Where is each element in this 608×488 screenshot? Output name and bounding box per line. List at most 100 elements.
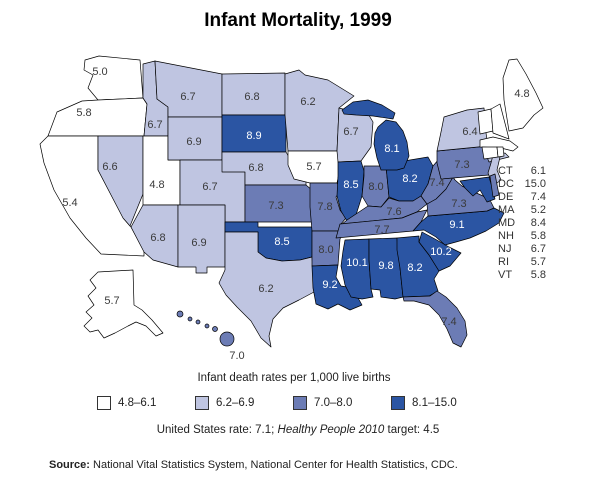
legend-swatch [391, 396, 405, 410]
state-value-label-AK: 5.7 [104, 295, 119, 307]
state-value-label-NC: 9.1 [449, 219, 464, 231]
island-shape-HI [195, 319, 201, 325]
side-list-abbr: NJ [498, 243, 512, 255]
state-shape-NH [490, 103, 510, 140]
state-value-label-OR: 5.8 [76, 107, 91, 119]
state-value-label-MN: 6.2 [300, 96, 315, 108]
island-shape-HI [176, 310, 184, 318]
state-value-label-MS: 10.1 [346, 257, 367, 269]
figure-title: Infant Mortality, 1999 [204, 10, 392, 31]
state-shape-VT [477, 108, 494, 135]
source-text: National Vital Statistics System, Nation… [89, 459, 458, 471]
state-value-label-UT: 4.8 [149, 179, 164, 191]
side-list-value: 5.7 [530, 256, 546, 268]
state-value-label-ID: 6.7 [147, 119, 162, 131]
side-list-value: 5.2 [530, 204, 546, 216]
side-list-value: 5.8 [530, 269, 546, 281]
side-list-abbr: MD [498, 217, 516, 229]
state-value-label-AZ: 6.8 [150, 232, 165, 244]
footnote-italic-title: Healthy People 2010 [277, 424, 385, 436]
island-shape-HI [187, 316, 193, 322]
state-value-label-IL: 8.5 [343, 179, 358, 191]
state-shape-MN [284, 69, 355, 152]
state-value-label-LA: 9.2 [322, 279, 337, 291]
state-shape-MI [341, 99, 396, 120]
state-shape-RI [496, 146, 505, 158]
state-value-label-TX: 6.2 [258, 283, 273, 295]
state-shape-MI [373, 119, 410, 171]
state-shape-DE [489, 173, 500, 198]
side-list-abbr: VT [498, 269, 513, 281]
state-shape-WA [83, 55, 144, 101]
state-shape-MD [459, 176, 496, 203]
state-value-label-WI: 6.7 [343, 126, 358, 138]
rates-footnote: United States rate: 7.1; Healthy People … [0, 424, 596, 436]
state-shape-NC [412, 207, 505, 246]
side-list-abbr: DE [498, 191, 514, 203]
legend-swatch [195, 396, 209, 410]
state-value-label-ME: 4.8 [514, 88, 529, 100]
source-line: Source: National Vital Statistics System… [49, 459, 458, 471]
side-list-value: 7.4 [530, 191, 546, 203]
state-value-label-IA: 5.7 [306, 161, 321, 173]
state-value-label-MO: 7.8 [317, 201, 332, 213]
state-value-label-HI: 7.0 [229, 350, 244, 362]
legend-label: 7.0–8.0 [314, 397, 353, 409]
state-value-label-GA: 8.2 [407, 262, 422, 274]
side-list-abbr: RI [498, 256, 509, 268]
state-shape-TX [218, 231, 315, 348]
side-list-value: 6.7 [530, 243, 546, 255]
footnote-suffix: target: 4.5 [384, 424, 440, 436]
state-value-label-NM: 6.9 [191, 237, 206, 249]
state-shape-LA [311, 264, 363, 311]
island-shape-HI [219, 331, 235, 347]
side-list-abbr: CT [498, 165, 513, 177]
state-value-label-NV: 6.6 [102, 161, 117, 173]
state-shape-CT [481, 146, 499, 160]
state-shape-SC [418, 231, 462, 272]
legend-swatch [97, 396, 111, 410]
legend-item-4.8–6.1: 4.8–6.1 [97, 396, 156, 410]
side-list-value: 5.8 [530, 230, 546, 242]
footnote-prefix: United States rate: 7.1; [156, 424, 278, 436]
side-list-abbr: NH [498, 230, 514, 242]
side-list-row-RI: RI 5.7 [498, 256, 546, 269]
side-list-abbr: MA [498, 204, 515, 216]
legend-item-8.1–15.0: 8.1–15.0 [391, 396, 457, 410]
state-value-label-ND: 6.8 [244, 91, 259, 103]
state-value-label-CA: 5.4 [62, 197, 77, 209]
legend-swatch [293, 396, 307, 410]
side-list-row-NJ: NJ 6.7 [498, 243, 546, 256]
state-value-label-OH: 8.2 [402, 173, 417, 185]
state-value-label-WY: 6.9 [186, 136, 201, 148]
state-value-label-NE: 6.8 [248, 162, 263, 174]
state-value-label-MI: 8.1 [384, 143, 399, 155]
island-shape-HI [204, 323, 210, 329]
state-value-label-WA: 5.0 [92, 66, 107, 78]
side-list-row-CT: CT 6.1 [498, 165, 546, 178]
side-list-row-MA: MA 5.2 [498, 204, 546, 217]
state-value-label-TN: 7.7 [374, 224, 389, 236]
state-shape-OR [47, 97, 148, 137]
state-value-label-OK: 8.5 [274, 236, 289, 248]
state-value-label-VA: 7.3 [451, 198, 466, 210]
state-shape-FL [402, 290, 468, 348]
state-value-label-PA: 7.3 [454, 159, 469, 171]
source-label: Source: [49, 459, 90, 471]
state-value-label-NY: 6.4 [462, 126, 477, 138]
side-list-value: 15.0 [524, 178, 546, 190]
legend-caption: Infant death rates per 1,000 live births [197, 372, 391, 384]
side-list-row-VT: VT 5.8 [498, 269, 546, 282]
state-value-label-IN: 8.0 [368, 181, 383, 193]
legend-item-7.0–8.0: 7.0–8.0 [293, 396, 352, 410]
state-value-label-CO: 6.7 [202, 181, 217, 193]
island-shape-HI [212, 326, 218, 332]
side-list-row-NH: NH 5.8 [498, 230, 546, 243]
state-shape-AK [83, 269, 164, 339]
legend-label: 6.2–6.9 [216, 397, 255, 409]
legend-label: 8.1–15.0 [412, 397, 457, 409]
state-value-label-AR: 8.0 [318, 244, 333, 256]
state-value-label-KY: 7.6 [386, 206, 401, 218]
